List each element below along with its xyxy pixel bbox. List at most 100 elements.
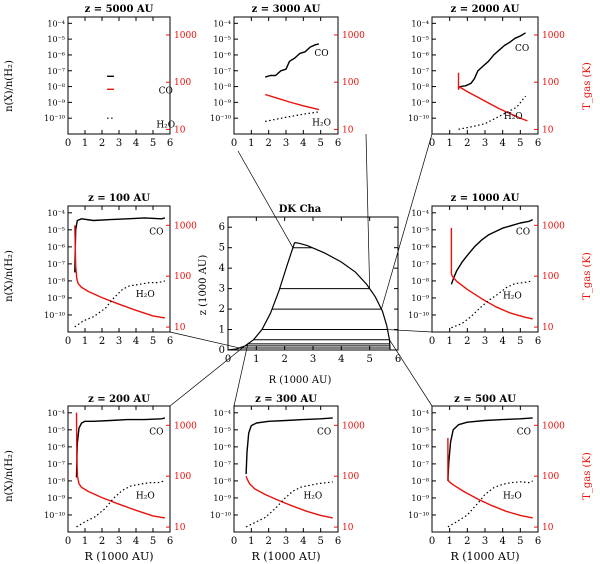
- chart-disk: 0 1 2 3 4 5 6 0 1 2 3 4 5 6: [219, 216, 401, 365]
- x-tick-label: 4: [499, 536, 505, 547]
- x-tick-label: 0: [225, 354, 231, 365]
- y2-tick-label: 10: [342, 125, 354, 135]
- y-tick-label: 10⁻⁵: [47, 226, 65, 235]
- y2-tick-label: 1000: [342, 421, 365, 431]
- x-tick-label: 3: [310, 354, 316, 365]
- x-tick-label: 5: [150, 138, 156, 149]
- y-tick-label: 10⁻⁹: [47, 98, 65, 107]
- co-annotation: CO: [149, 428, 163, 438]
- x-tick-label: 3: [116, 536, 122, 547]
- y-tick-label: 10⁻¹⁰: [408, 114, 429, 123]
- panel-z1000: z = 1000 AU: [451, 193, 520, 204]
- y-tick-label: 10⁻¹⁰: [210, 511, 231, 520]
- y2-tick-label: 10: [174, 323, 186, 333]
- x-tick-label: 0: [429, 536, 435, 547]
- y-tick-label: 10⁻⁸: [213, 83, 231, 92]
- chart-z300: 0 1 2 3 4 5 6 10⁻¹⁰ 10⁻⁹ 10⁻⁸ 10⁻⁷ 10⁻⁶ 10⁻⁵ 10⁻⁴ 10 10…: [210, 405, 365, 547]
- x-tick-label: 6: [535, 536, 541, 547]
- x-tick-label: 0: [231, 138, 237, 149]
- plot-frame: [227, 216, 399, 351]
- panel-title-z5000: z = 5000 AU: [85, 4, 154, 15]
- co-line: [450, 218, 534, 285]
- h2o-annotation: H₂O: [156, 121, 175, 131]
- chart-z3000: 0 1 2 3 4 5 6 10⁻¹⁰ 10⁻⁹ 10⁻⁸ 10⁻⁷ 10⁻⁶ 10⁻⁵ 10⁻⁴ 10 10…: [210, 16, 365, 149]
- ylabel-row1: n(X)/n(H₂): [4, 60, 15, 112]
- plot-frame: [233, 16, 339, 135]
- plot-frame: [67, 205, 171, 333]
- tgas-line: [264, 93, 320, 111]
- y-tick-label: 10⁻⁶: [213, 443, 231, 452]
- connector-lines: [169, 133, 433, 407]
- connector-z200: [169, 345, 246, 407]
- y-tick-label: 10⁻⁸: [213, 477, 231, 486]
- panel-z2000: z = 2000 AU: [451, 4, 520, 15]
- h2o-line: [74, 280, 166, 328]
- y2-tick-label: 100: [342, 472, 359, 482]
- x-tick-label: 6: [335, 536, 341, 547]
- x-tick-label: 6: [535, 336, 541, 347]
- tgas-line: [447, 438, 533, 519]
- x-tick-label: 6: [167, 138, 173, 149]
- connector-z100: [169, 331, 240, 349]
- chart-z100: 0 1 2 3 4 5 6 10⁻¹⁰ 10⁻⁹ 10⁻⁸ 10⁻⁷ 10⁻⁶ 10⁻⁵ 10⁻⁴ 10 10…: [44, 205, 197, 347]
- x-tick-label: 1: [253, 354, 259, 365]
- y2-tick-label: 100: [342, 78, 359, 88]
- y2-tick-label: 100: [174, 272, 191, 282]
- panel-title-z200: z = 200 AU: [88, 394, 150, 405]
- y-tick-label: 10⁻⁹: [47, 494, 65, 503]
- x-tick-label: 5: [150, 536, 156, 547]
- x-tick-label: 2: [265, 138, 271, 149]
- y-tick-label: 10⁻⁵: [411, 226, 429, 235]
- h2o-annotation: H₂O: [312, 118, 331, 128]
- panel-title-z1000: z = 1000 AU: [451, 193, 520, 204]
- x-tick-label: 4: [300, 536, 306, 547]
- x-tick-label: 5: [517, 138, 523, 149]
- co-line: [447, 417, 533, 481]
- x-tick-label: 3: [283, 138, 289, 149]
- y-tick-label: 10⁻⁵: [213, 426, 231, 435]
- panel-z500: z = 500 AU R (1000 AU): [450, 394, 519, 563]
- x-tick-label: 2: [265, 536, 271, 547]
- y2-tick-label: 100: [542, 472, 559, 482]
- panel-z5000: z = 5000 AU: [85, 4, 154, 15]
- x-tick-label: 6: [535, 138, 541, 149]
- x-tick-label: 2: [464, 336, 470, 347]
- y2-tick-label: 1000: [542, 31, 565, 41]
- h2o-annotation: H₂O: [504, 112, 523, 122]
- y-tick-label: 10⁻⁸: [411, 83, 429, 92]
- y-tick-label: 10⁻⁷: [47, 260, 65, 269]
- y2label-row2: T_gas (K): [582, 252, 593, 300]
- y-tick-label: 10⁻⁸: [47, 477, 65, 486]
- x-tick-label: 5: [317, 138, 323, 149]
- y-tick-label: 10⁻⁶: [47, 51, 65, 60]
- y-tick-label: 10⁻⁷: [411, 67, 429, 76]
- y-tick-label: 10⁻⁷: [47, 67, 65, 76]
- y2-tick-label: 10: [542, 323, 554, 333]
- y2-tick-label: 1000: [174, 31, 197, 41]
- connector-z3000: [365, 133, 371, 289]
- panel-title-z100: z = 100 AU: [88, 193, 150, 204]
- x-tick-label: 3: [482, 536, 488, 547]
- h2o-line: [447, 480, 533, 528]
- x-tick-label: 5: [517, 536, 523, 547]
- co-annotation: CO: [149, 228, 163, 238]
- y2-tick-label: 1000: [174, 421, 197, 431]
- x-tick-label: 6: [335, 138, 341, 149]
- y-tick-label: 10⁻⁵: [411, 426, 429, 435]
- panel-z200: z = 200 AU R (1000 AU): [84, 394, 153, 563]
- co-annotation: CO: [517, 428, 531, 438]
- y-tick-label: 10⁻⁹: [411, 494, 429, 503]
- x-tick-label: 4: [133, 336, 139, 347]
- x-tick-label: 4: [338, 354, 344, 365]
- x-tick-label: 1: [446, 536, 452, 547]
- y-tick-label: 10⁻⁶: [47, 443, 65, 452]
- x-tick-label: 0: [65, 536, 71, 547]
- co-line: [458, 32, 526, 89]
- y-tick-label: 10⁻⁹: [411, 294, 429, 303]
- y2-tick-label: 100: [174, 78, 191, 88]
- disk-xlabel: R (1000 AU): [269, 375, 332, 386]
- y-tick-label: 10⁻⁶: [411, 51, 429, 60]
- y2-tick-label: 100: [542, 78, 559, 88]
- chart-z500: 0 1 2 3 4 5 6 10⁻¹⁰ 10⁻⁹ 10⁻⁸ 10⁻⁷ 10⁻⁶ 10⁻⁵ 10⁻⁴ 10 10…: [408, 405, 565, 547]
- x-tick-label: 1: [82, 138, 88, 149]
